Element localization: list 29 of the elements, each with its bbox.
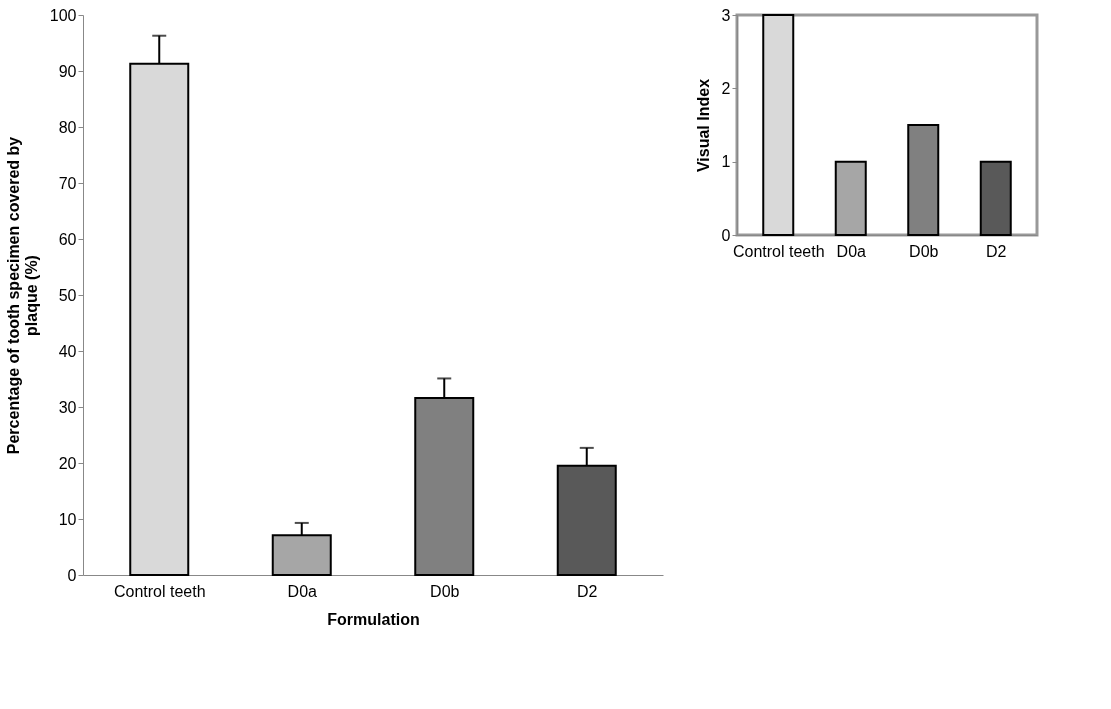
x-tick-label: D0a [836, 242, 867, 260]
x-tick-label: D0b [430, 582, 460, 600]
bar [979, 160, 1012, 236]
y-tick-label: 0 [67, 566, 77, 584]
y-tick-label: 10 [58, 510, 77, 528]
x-tick-label: D2 [986, 242, 1007, 260]
bar [834, 160, 867, 236]
y-tick-label: 2 [721, 79, 731, 97]
y-tick-label: 40 [58, 342, 77, 360]
y-tick-label: 50 [58, 286, 77, 304]
y-tick-label: 60 [58, 230, 77, 248]
x-axis-title: Formulation [327, 610, 420, 628]
x-tick-label: Control teeth [732, 242, 825, 260]
y-tick-label: 1 [721, 153, 731, 171]
bar [762, 14, 795, 236]
y-tick-label: 30 [58, 398, 77, 416]
y-tick-label: 90 [58, 62, 77, 80]
x-tick-label: D0b [909, 242, 939, 260]
y-tick-label: 100 [49, 6, 77, 24]
x-tick-label: D0a [287, 582, 318, 600]
y-tick-label: 3 [721, 6, 731, 24]
y-tick-label: 80 [58, 118, 77, 136]
x-tick-label: D2 [577, 582, 598, 600]
y-axis-title: Percentage of tooth specimen covered by plaque (%) [4, 136, 40, 455]
x-tick-label: Control teeth [113, 582, 206, 600]
y-tick-label: 0 [721, 226, 731, 244]
y-axis-title: Visual Index [694, 78, 712, 173]
y-tick-label: 70 [58, 174, 77, 192]
y-tick-label: 20 [58, 454, 77, 472]
